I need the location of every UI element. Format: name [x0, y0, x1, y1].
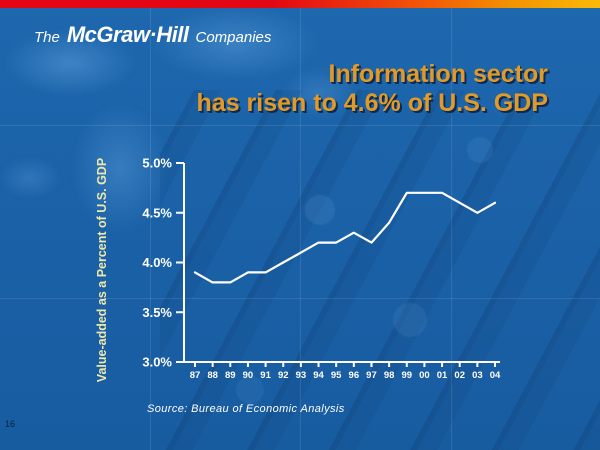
x-tick-label: 96: [349, 370, 360, 381]
y-tick-label: 3.5%: [142, 305, 172, 320]
top-gradient-bar: [0, 0, 600, 8]
background-gridline: [0, 298, 600, 299]
x-tick-label: 97: [366, 370, 377, 381]
x-tick-label: 91: [260, 370, 271, 381]
x-tick-label: 90: [243, 370, 254, 381]
x-tick-label: 94: [313, 370, 324, 381]
y-axis-title: Value-added as a Percent of U.S. GDP: [95, 157, 109, 383]
x-tick-label: 89: [225, 370, 236, 381]
slide-title-line1: Information sector: [328, 60, 548, 88]
x-tick-label: 04: [490, 370, 501, 381]
y-tick-label: 3.0%: [142, 355, 172, 370]
source-note: Source: Bureau of Economic Analysis: [147, 403, 345, 415]
x-tick-label: 92: [278, 370, 289, 381]
y-tick-label: 4.0%: [142, 255, 172, 270]
world-map-texture: [0, 8, 420, 288]
x-tick-label: 00: [419, 370, 430, 381]
y-tick-label: 5.0%: [142, 156, 172, 171]
circuit-board-texture: [160, 90, 600, 450]
data-line: [193, 191, 497, 284]
y-tick-label: 4.5%: [142, 205, 172, 220]
x-tick-label: 87: [190, 370, 201, 381]
logo-text-companies: Companies: [195, 29, 272, 46]
x-tick-label: 98: [384, 370, 395, 381]
page-number: 16: [5, 419, 16, 429]
x-tick-label: 01: [437, 370, 448, 381]
slide-title: Information sector has risen to 4.6% of …: [197, 60, 548, 118]
x-tick-label: 95: [331, 370, 342, 381]
mcgraw-hill-logo: The McGraw·Hill Companies: [34, 22, 271, 48]
background-gridline: [150, 8, 151, 450]
background-gridline: [0, 125, 600, 126]
slide-title-line2: has risen to 4.6% of U.S. GDP: [196, 89, 548, 117]
x-tick-label: 88: [207, 370, 218, 381]
logo-text-brand: McGraw·Hill: [66, 22, 189, 47]
x-tick-label: 99: [401, 370, 412, 381]
x-tick-label: 93: [296, 370, 307, 381]
x-tick-label: 03: [472, 370, 483, 381]
x-tick-label: 02: [454, 370, 465, 381]
logo-text-the: The: [34, 29, 60, 46]
